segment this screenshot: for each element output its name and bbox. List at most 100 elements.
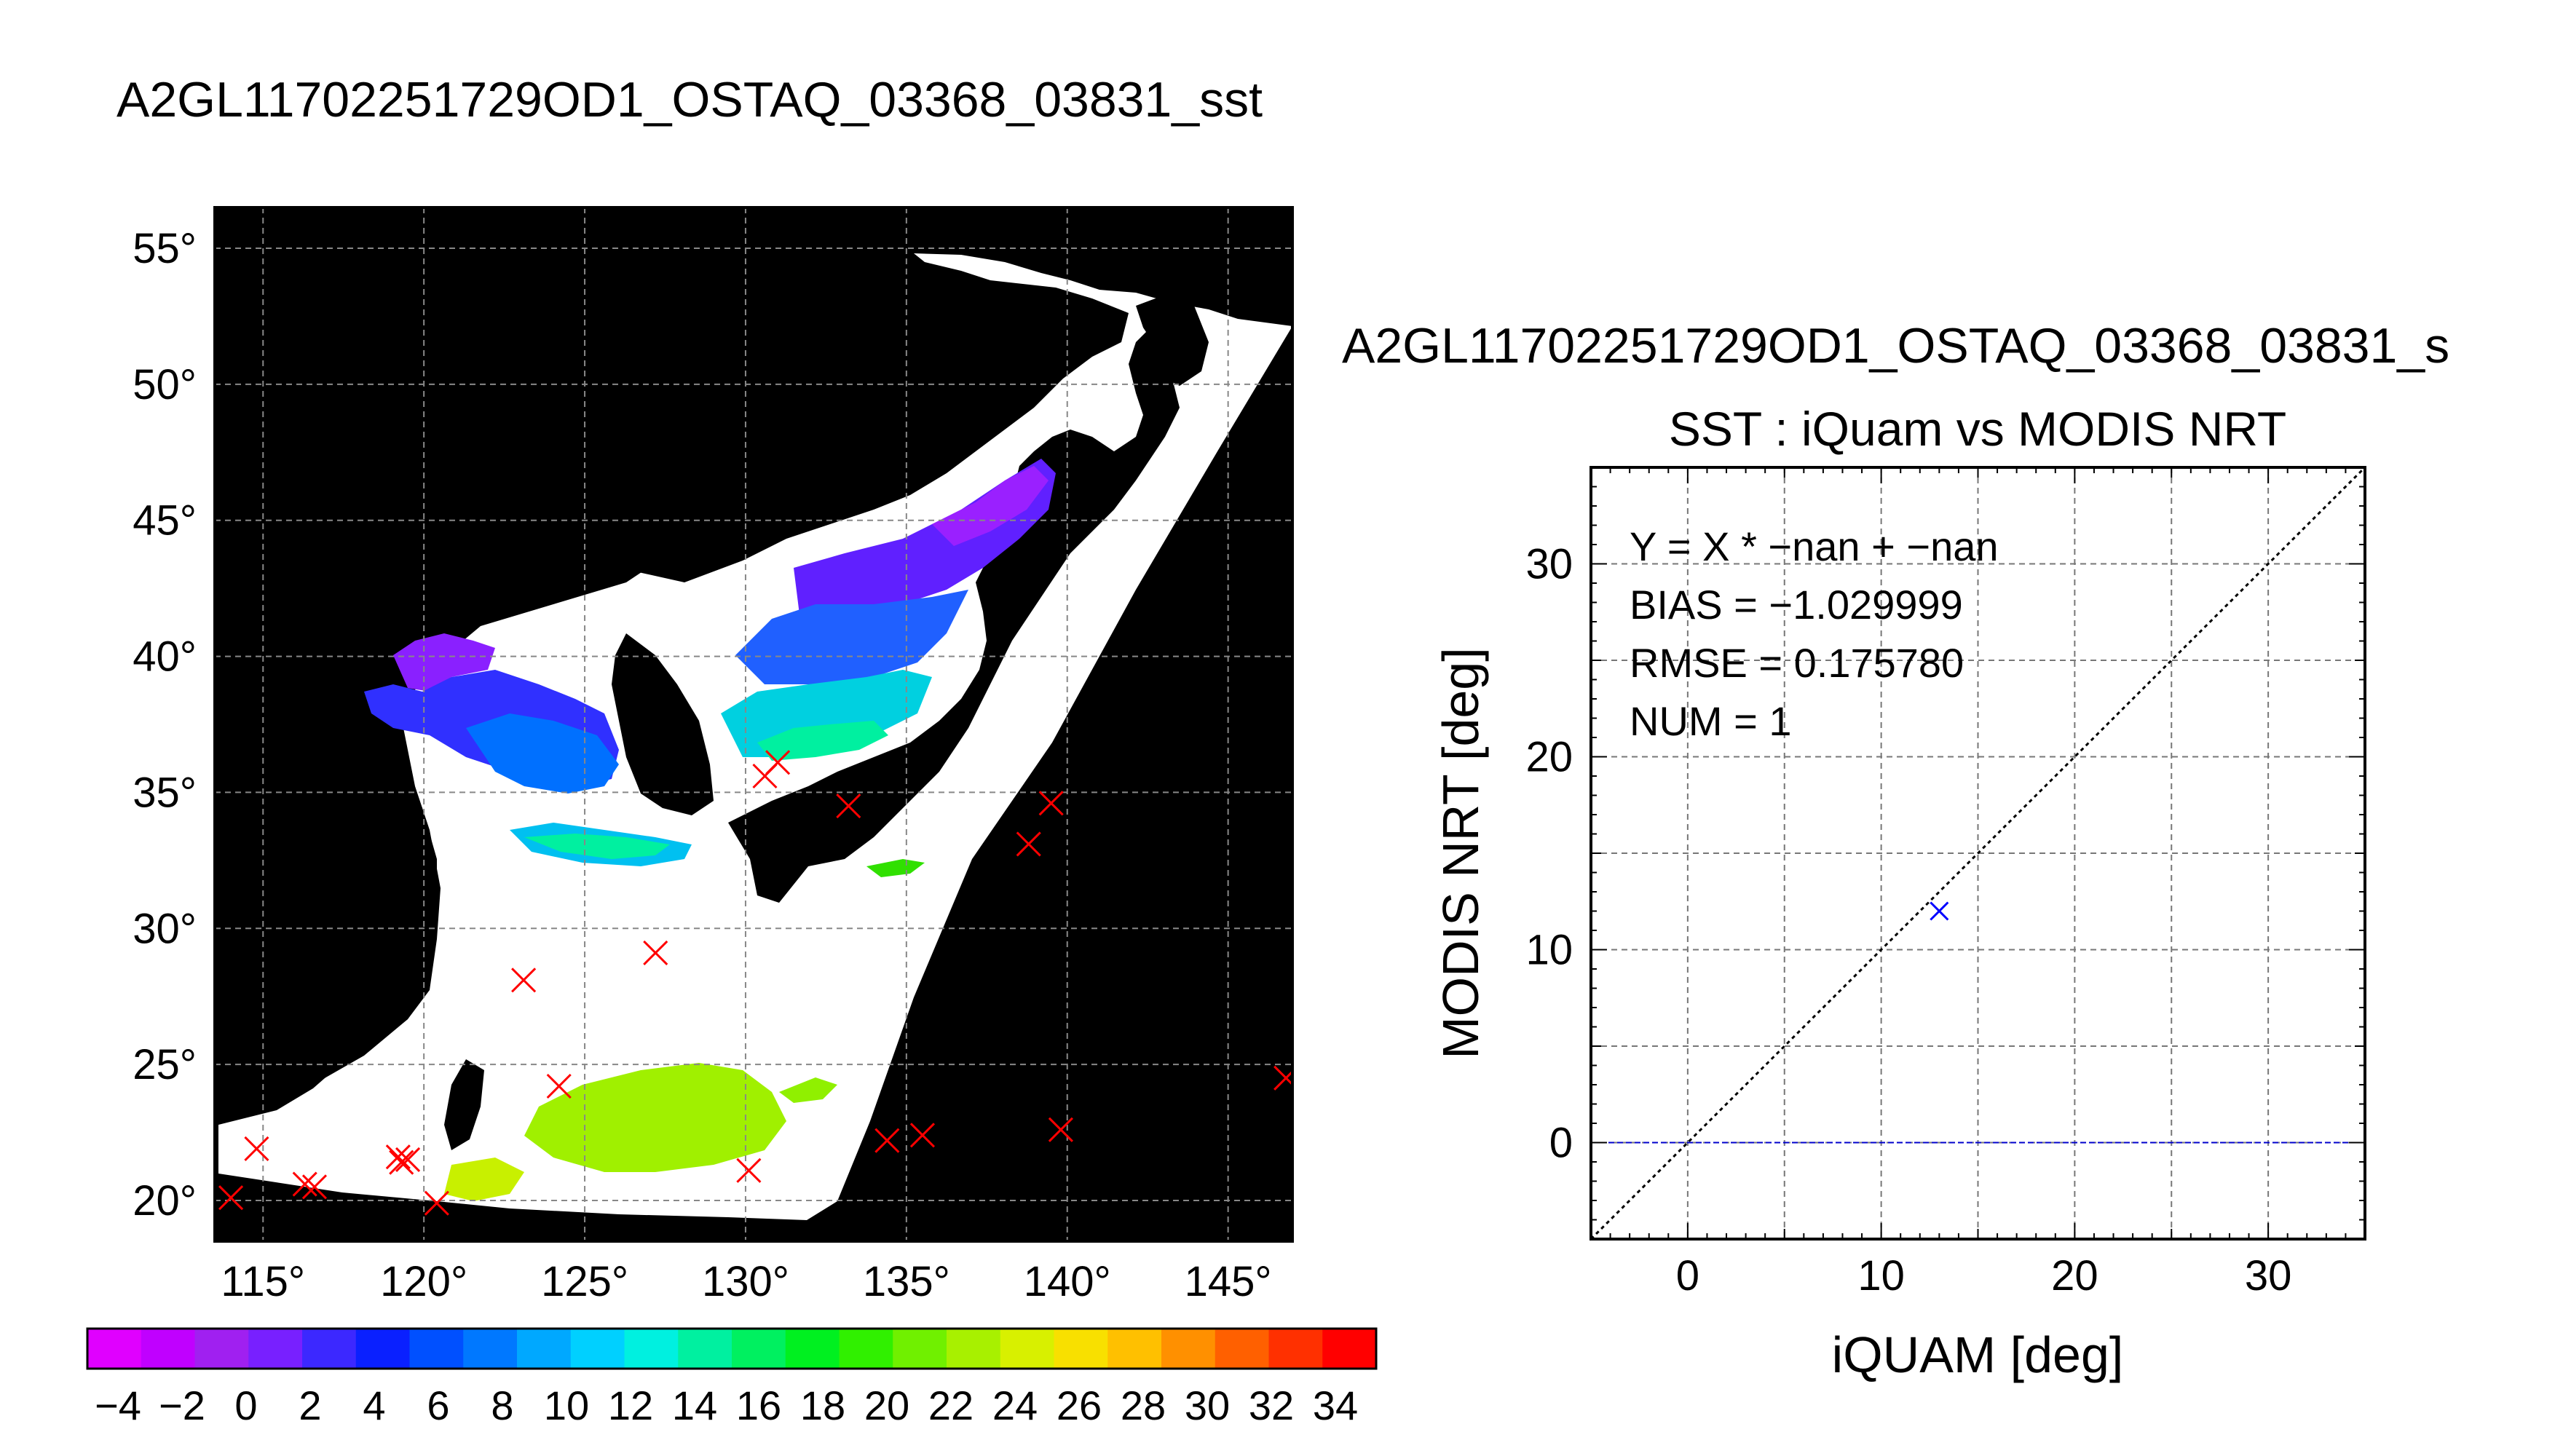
in-situ-marker (909, 1123, 936, 1148)
taiwan-land (444, 1059, 484, 1150)
colorbar-cell (1215, 1329, 1269, 1369)
colorbar-tick-label: 16 (736, 1382, 781, 1428)
colorbar-cell (517, 1329, 572, 1369)
colorbar-tick-label: 28 (1121, 1382, 1166, 1428)
sst-sea-of-japan-green (757, 721, 888, 761)
in-situ-marker (1038, 791, 1064, 816)
colorbar-cell (1000, 1329, 1054, 1369)
in-situ-marker (1048, 1117, 1073, 1142)
colorbar-tick-label: 24 (992, 1382, 1038, 1428)
korea-land (612, 633, 714, 815)
colorbar-cell (570, 1329, 625, 1369)
map-lat-tick: 55° (133, 225, 197, 272)
china-land (215, 207, 914, 1125)
in-situ-marker (389, 1150, 414, 1175)
in-situ-markers (218, 750, 1292, 1216)
in-situ-marker (546, 1073, 572, 1099)
map-lat-tick: 30° (133, 905, 197, 952)
colorbar-tick-label: 32 (1249, 1382, 1294, 1428)
colorbar-cell (141, 1329, 195, 1369)
colorbar-cell (732, 1329, 786, 1369)
colorbar-frame (86, 1327, 1378, 1370)
in-situ-marker (765, 750, 791, 775)
map-lon-tick: 115° (221, 1258, 305, 1305)
map-lat-tick: 50° (133, 361, 197, 408)
colorbar-tick-label: 12 (608, 1382, 653, 1428)
scatter-ticks: 0 10 20 30 0 10 20 30 (1525, 467, 2366, 1299)
colorbar-cell (355, 1329, 410, 1369)
in-situ-marker (424, 1190, 449, 1216)
colorbar-cell (1107, 1329, 1162, 1369)
colorbar-tick-label: 30 (1185, 1382, 1230, 1428)
colorbar-tick-label: 6 (427, 1382, 449, 1428)
map-lat-tick: 25° (133, 1041, 197, 1088)
map-lat-tick: 45° (133, 497, 197, 545)
colorbar-cell (248, 1329, 303, 1369)
colorbar-tick-label: 34 (1313, 1382, 1358, 1428)
colorbar-tick-label: 14 (672, 1382, 717, 1428)
in-situ-marker (385, 1144, 411, 1170)
stats-num: NUM = 1 (1630, 698, 1792, 744)
colorbar-cell (194, 1329, 249, 1369)
colorbar-tick-label: 4 (363, 1382, 385, 1428)
stats-rmse: RMSE = 0.175780 (1630, 640, 1964, 686)
colorbar-tick-label: 18 (800, 1382, 845, 1428)
in-situ-marker (736, 1158, 762, 1183)
sst-bohai-purple (393, 633, 495, 692)
colorbar-tick-label: 20 (864, 1382, 909, 1428)
colorbar-tick-label: 0 (234, 1382, 257, 1428)
colorbar-tick-label: −2 (159, 1382, 205, 1428)
in-situ-marker (244, 1136, 269, 1162)
scatter-x-tick-label: 0 (1676, 1252, 1699, 1299)
scatter-y-tick-label: 20 (1525, 734, 1573, 781)
colorbar-cell (409, 1329, 464, 1369)
map-lat-tick: 20° (133, 1177, 197, 1224)
scatter-points (1930, 901, 1949, 921)
in-situ-marker (301, 1174, 328, 1200)
sst-sea-of-japan-north (932, 466, 1049, 546)
sst-south-green-east (779, 1077, 837, 1103)
colorbar: −4 −2 0 2 4 6 8 10 12 14 16 18 20 22 24 26 28 30 32 34 (86, 1327, 1378, 1428)
in-situ-marker (836, 794, 861, 819)
map-title: A2GL11702251729OD1_OSTAQ_03368_03831_sst (117, 72, 1263, 127)
map-tick-labels: 115° 120° 125° 130° 135° 140° 145° 55° 50° 45° 40°… (133, 225, 1271, 1305)
colorbar-cell (1054, 1329, 1108, 1369)
map-lon-tick: 145° (1185, 1258, 1272, 1305)
colorbar-cell (893, 1329, 947, 1369)
colorbar-tick-label: 2 (299, 1382, 321, 1428)
scatter-x-tick-label: 20 (2051, 1252, 2098, 1299)
sst-south-yellowgreen (444, 1158, 524, 1201)
colorbar-cell (1322, 1329, 1377, 1369)
in-situ-marker (395, 1147, 421, 1172)
map-lon-tick: 135° (863, 1258, 950, 1305)
colorbar-tick-label: 22 (928, 1382, 974, 1428)
scatter-y-tick-label: 30 (1525, 541, 1573, 588)
in-situ-marker (643, 940, 668, 965)
colorbar-cell (87, 1329, 142, 1369)
scatter-grid (1591, 467, 2365, 1239)
stats-bias: BIAS = −1.029999 (1630, 582, 1963, 628)
colorbar-cell (839, 1329, 893, 1369)
in-situ-marker (218, 1185, 244, 1211)
map-lon-tick: 125° (541, 1258, 628, 1305)
colorbar-tick-label: 26 (1057, 1382, 1102, 1428)
map-grid (215, 207, 1292, 1241)
scatter-x-tick-label: 30 (2245, 1252, 2292, 1299)
colorbar-cell (785, 1329, 840, 1369)
in-situ-marker (874, 1128, 900, 1153)
scatter-plot: 0 10 20 30 0 10 20 30 Y = X * −nan + −nan BIAS … (1432, 466, 2366, 1383)
in-situ-marker (511, 968, 537, 993)
scatter-x-tick-label: 10 (1857, 1252, 1905, 1299)
map-frame (213, 206, 1294, 1243)
sst-yellow-sea-light (466, 713, 619, 794)
scatter-title: SST : iQuam vs MODIS NRT (1669, 402, 2286, 456)
colorbar-tick-label: −4 (95, 1382, 141, 1428)
sst-east-china-green (524, 834, 670, 859)
colorbar-cell (947, 1329, 1001, 1369)
scatter-stats: Y = X * −nan + −nan BIAS = −1.029999 RMS… (1630, 523, 1999, 744)
colorbar-cell (463, 1329, 518, 1369)
colorbar-tick-label: 10 (544, 1382, 589, 1428)
map-lon-tick: 140° (1024, 1258, 1111, 1305)
